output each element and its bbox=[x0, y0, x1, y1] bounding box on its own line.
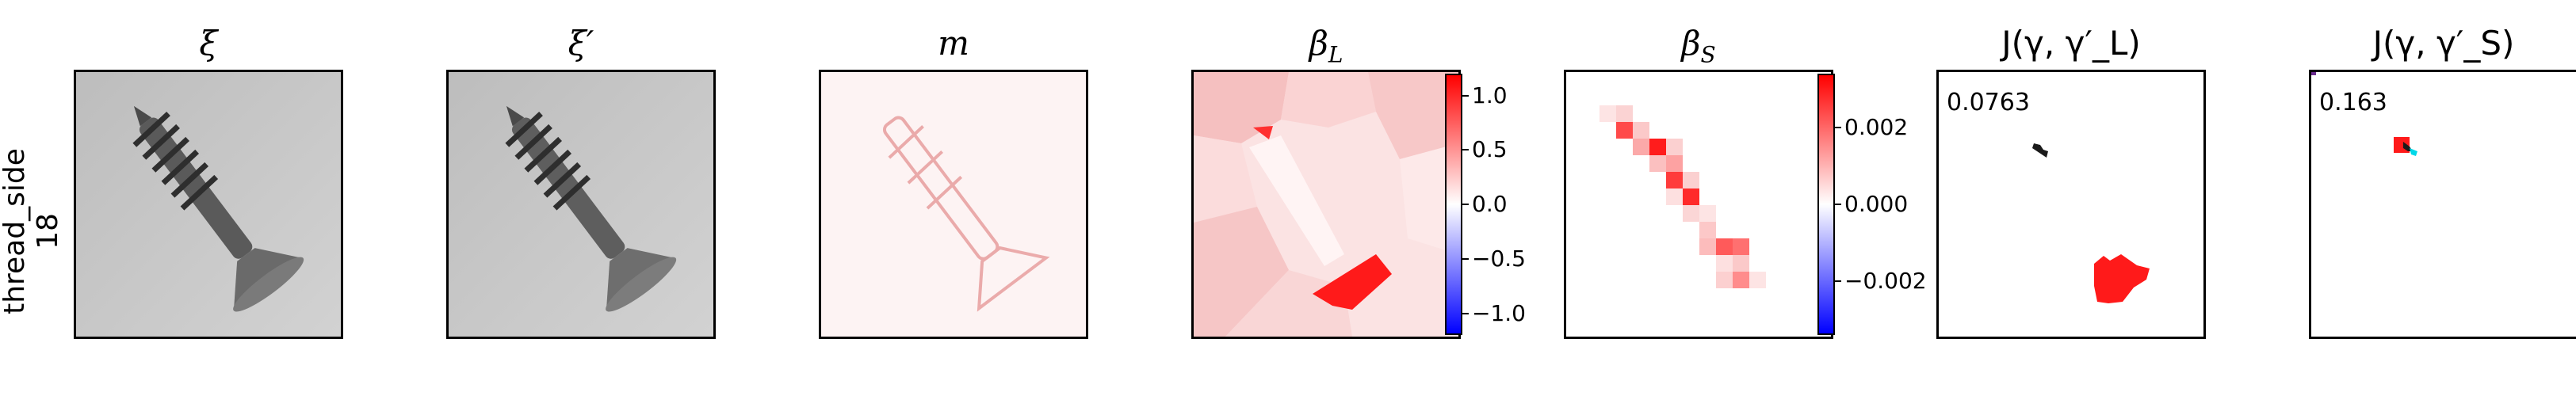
panel-j-s bbox=[2309, 70, 2576, 339]
panel-title-beta-l: βL bbox=[1191, 24, 1461, 67]
colorbar-beta-s bbox=[1817, 74, 1835, 335]
panel-xi-prime-image bbox=[446, 70, 716, 339]
beta-s-title-text: βS bbox=[1681, 24, 1716, 68]
colorbar-beta-l-tick-mark bbox=[1462, 204, 1469, 205]
colorbar-beta-s-tick-label: −0.002 bbox=[1844, 268, 1927, 295]
panel-title-xi-prime: ξ′ bbox=[568, 24, 594, 63]
colorbar-beta-l-tick-mark bbox=[1462, 257, 1469, 260]
colorbar-beta-s-tick-label: 0.000 bbox=[1844, 191, 1909, 217]
colorbar-beta-s-tick-mark bbox=[1835, 126, 1841, 128]
colorbar-beta-s-tick-mark bbox=[1835, 280, 1841, 283]
screw-image-perturbed bbox=[449, 72, 713, 337]
colorbar-beta-l-tick-label: −1.0 bbox=[1472, 299, 1526, 326]
mask-image bbox=[821, 72, 1086, 337]
panel-title-j-s: J(γ, γ′_S) bbox=[2372, 24, 2515, 63]
panel-beta-s bbox=[1564, 70, 1833, 339]
beta-s-heatmap bbox=[1566, 72, 1831, 337]
screw-image bbox=[76, 72, 341, 337]
colorbar-beta-s-tick-mark bbox=[1835, 204, 1841, 205]
panel-mask bbox=[819, 70, 1088, 339]
panel-title-beta-s: βS bbox=[1564, 24, 1833, 67]
panel-title-m: m bbox=[938, 24, 969, 63]
row-label-index: 18 bbox=[32, 213, 64, 249]
row-label-class: thread_side bbox=[0, 148, 31, 314]
beta-s-cells bbox=[1599, 105, 1766, 288]
score-j-l: 0.0763 bbox=[1947, 89, 2030, 116]
j-l-mask bbox=[1939, 72, 2203, 337]
row-label: thread_side 18 bbox=[0, 144, 65, 318]
beta-l-title-text: βL bbox=[1309, 24, 1343, 68]
colorbar-beta-l-tick-mark bbox=[1462, 94, 1469, 97]
panel-j-l bbox=[1936, 70, 2206, 339]
beta-l-heatmap bbox=[1194, 72, 1458, 337]
colorbar-beta-s-tick-label: 0.002 bbox=[1844, 113, 1909, 140]
colorbar-beta-l bbox=[1445, 74, 1462, 335]
colorbar-beta-l-tick-mark bbox=[1462, 149, 1469, 151]
panel-xi-image bbox=[74, 70, 343, 339]
panel-beta-l bbox=[1191, 70, 1461, 339]
colorbar-beta-l-tick-label: 0.0 bbox=[1472, 191, 1508, 217]
panel-title-xi: ξ bbox=[199, 24, 218, 63]
colorbar-beta-l-tick-mark bbox=[1462, 312, 1469, 314]
panel-title-j-l: J(γ, γ′_L) bbox=[2001, 24, 2141, 63]
colorbar-beta-l-tick-label: 1.0 bbox=[1472, 82, 1508, 109]
colorbar-beta-l-tick-label: −0.5 bbox=[1472, 245, 1526, 272]
colorbar-beta-l-tick-label: 0.5 bbox=[1472, 136, 1508, 163]
j-s-mask bbox=[2311, 72, 2576, 337]
score-j-s: 0.163 bbox=[2319, 89, 2387, 116]
